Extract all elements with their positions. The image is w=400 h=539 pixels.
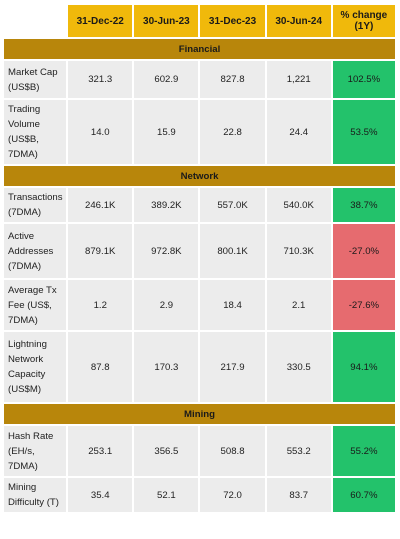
table-row: Transactions (7DMA) 246.1K 389.2K 557.0K… <box>4 188 395 222</box>
value-cell: 87.8 <box>68 332 133 402</box>
value-cell: 879.1K <box>68 224 133 278</box>
metric-label: Active Addresses (7DMA) <box>4 224 67 278</box>
metric-label: Transactions (7DMA) <box>4 188 67 222</box>
change-cell: -27.6% <box>332 280 395 330</box>
value-cell: 800.1K <box>200 224 265 278</box>
metric-label: Hash Rate (EH/s, 7DMA) <box>4 426 67 476</box>
value-cell: 14.0 <box>68 100 133 164</box>
section-title: Network <box>4 166 395 186</box>
value-cell: 15.9 <box>134 100 199 164</box>
value-cell: 330.5 <box>266 332 331 402</box>
section-header-row: Network <box>4 166 395 186</box>
value-cell: 18.4 <box>200 280 265 330</box>
value-cell: 972.8K <box>134 224 199 278</box>
value-cell: 1.2 <box>68 280 133 330</box>
value-cell: 553.2 <box>266 426 331 476</box>
value-cell: 217.9 <box>200 332 265 402</box>
value-cell: 72.0 <box>200 478 265 512</box>
change-cell: 38.7% <box>332 188 395 222</box>
metrics-table: 31-Dec-22 30-Jun-23 31-Dec-23 30-Jun-24 … <box>2 3 397 514</box>
change-cell: -27.0% <box>332 224 395 278</box>
change-cell: 94.1% <box>332 332 395 402</box>
table-row: Hash Rate (EH/s, 7DMA) 253.1 356.5 508.8… <box>4 426 395 476</box>
value-cell: 602.9 <box>134 61 199 98</box>
change-cell: 60.7% <box>332 478 395 512</box>
change-cell: 102.5% <box>332 61 395 98</box>
section-header-row: Mining <box>4 404 395 424</box>
header-row: 31-Dec-22 30-Jun-23 31-Dec-23 30-Jun-24 … <box>4 5 395 37</box>
header-change-cell: % change (1Y) <box>332 5 395 37</box>
section-title: Mining <box>4 404 395 424</box>
section-title: Financial <box>4 39 395 59</box>
value-cell: 246.1K <box>68 188 133 222</box>
value-cell: 557.0K <box>200 188 265 222</box>
table-row: Average Tx Fee (US$, 7DMA) 1.2 2.9 18.4 … <box>4 280 395 330</box>
value-cell: 356.5 <box>134 426 199 476</box>
metric-label: Market Cap (US$B) <box>4 61 67 98</box>
metric-label: Lightning Network Capacity (US$M) <box>4 332 67 402</box>
value-cell: 52.1 <box>134 478 199 512</box>
value-cell: 2.1 <box>266 280 331 330</box>
header-date-cell: 31-Dec-22 <box>68 5 133 37</box>
header-date-cell: 30-Jun-24 <box>266 5 331 37</box>
value-cell: 253.1 <box>68 426 133 476</box>
metric-label: Trading Volume (US$B, 7DMA) <box>4 100 67 164</box>
metric-label: Mining Difficulty (T) <box>4 478 67 512</box>
value-cell: 321.3 <box>68 61 133 98</box>
header-date-cell: 31-Dec-23 <box>200 5 265 37</box>
value-cell: 2.9 <box>134 280 199 330</box>
header-blank-cell <box>4 5 67 37</box>
table-row: Lightning Network Capacity (US$M) 87.8 1… <box>4 332 395 402</box>
table-row: Market Cap (US$B) 321.3 602.9 827.8 1,22… <box>4 61 395 98</box>
value-cell: 389.2K <box>134 188 199 222</box>
value-cell: 35.4 <box>68 478 133 512</box>
metric-label: Average Tx Fee (US$, 7DMA) <box>4 280 67 330</box>
value-cell: 83.7 <box>266 478 331 512</box>
change-cell: 55.2% <box>332 426 395 476</box>
change-cell: 53.5% <box>332 100 395 164</box>
value-cell: 508.8 <box>200 426 265 476</box>
table-row: Mining Difficulty (T) 35.4 52.1 72.0 83.… <box>4 478 395 512</box>
value-cell: 1,221 <box>266 61 331 98</box>
value-cell: 540.0K <box>266 188 331 222</box>
value-cell: 170.3 <box>134 332 199 402</box>
section-header-row: Financial <box>4 39 395 59</box>
table-row: Active Addresses (7DMA) 879.1K 972.8K 80… <box>4 224 395 278</box>
value-cell: 24.4 <box>266 100 331 164</box>
value-cell: 710.3K <box>266 224 331 278</box>
table-row: Trading Volume (US$B, 7DMA) 14.0 15.9 22… <box>4 100 395 164</box>
value-cell: 22.8 <box>200 100 265 164</box>
header-date-cell: 30-Jun-23 <box>134 5 199 37</box>
value-cell: 827.8 <box>200 61 265 98</box>
